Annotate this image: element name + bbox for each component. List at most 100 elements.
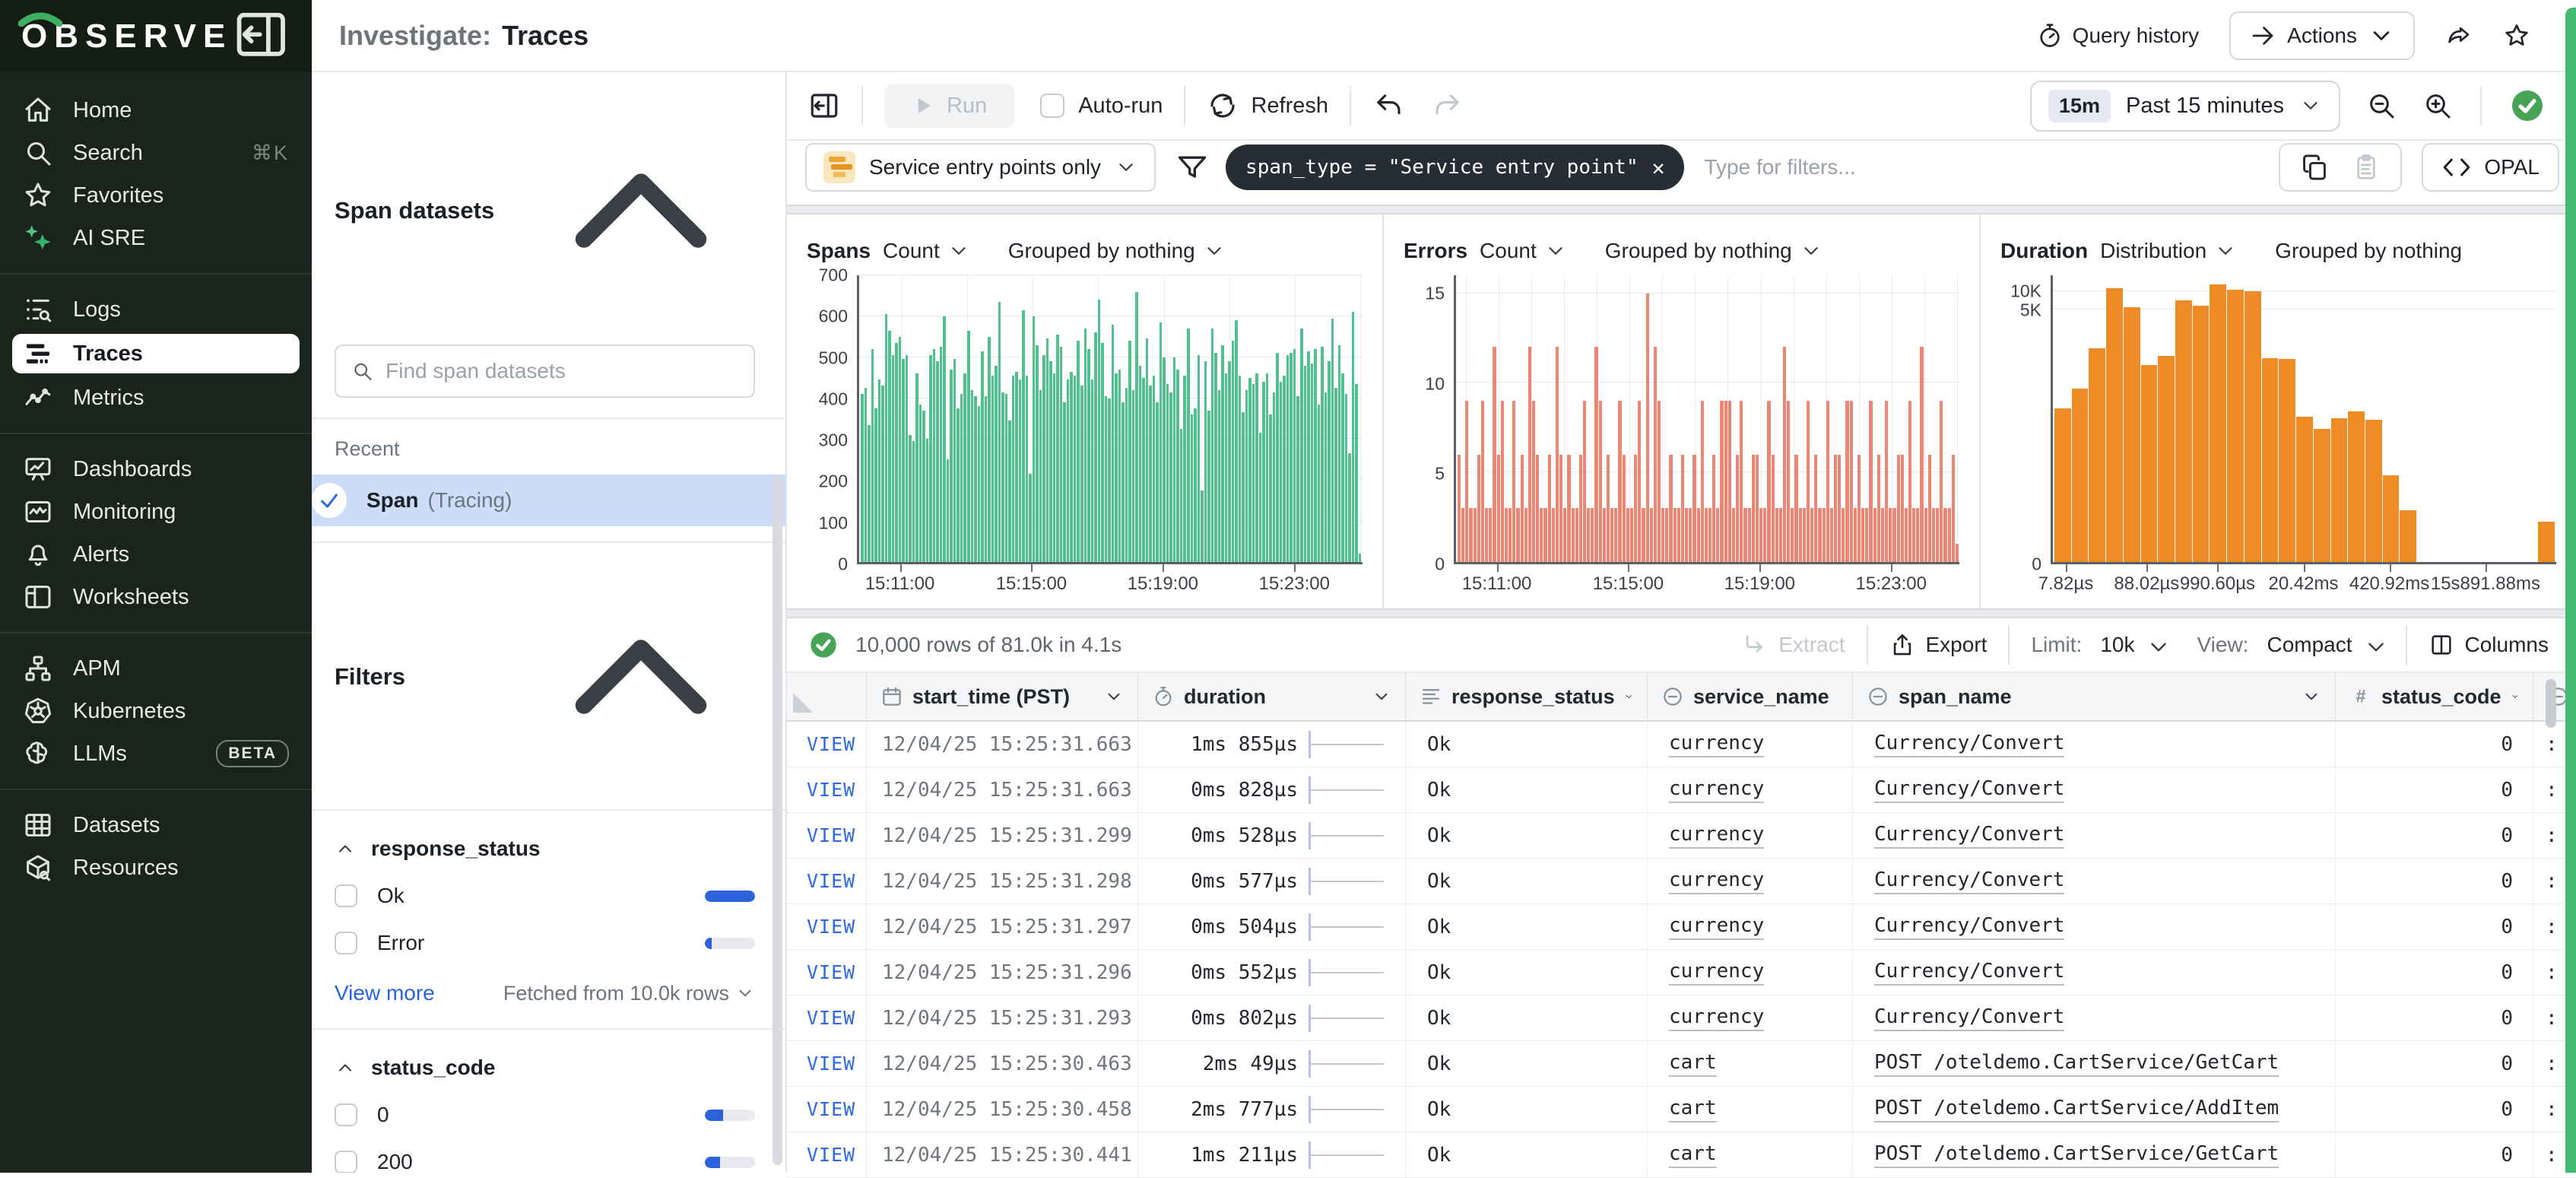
cell-span-name[interactable]: Currency/Convert [1853, 859, 2336, 903]
cell-span-name[interactable]: Currency/Convert [1853, 767, 2336, 812]
cell-service-name[interactable]: cart [1648, 1041, 1853, 1086]
limit-select[interactable]: Limit: 10k [2031, 633, 2166, 657]
chart-groupby-select[interactable]: Grouped by nothing [2275, 239, 2462, 263]
chevron-down-icon[interactable] [1372, 687, 1391, 706]
sidebar-item-worksheets[interactable]: Worksheets [0, 576, 312, 618]
actions-button[interactable]: Actions [2229, 11, 2415, 60]
sidebar-item-kubernetes[interactable]: Kubernetes [0, 690, 312, 732]
plot-area[interactable] [2051, 275, 2556, 564]
view-link[interactable]: VIEW [787, 870, 855, 892]
chevron-down-icon[interactable] [1624, 687, 1633, 706]
view-select[interactable]: View: Compact [2197, 633, 2384, 657]
column-header-start_time[interactable]: start_time (PST) [867, 673, 1138, 720]
sidebar-item-home[interactable]: Home [0, 89, 312, 132]
cell-span-name[interactable]: Currency/Convert [1853, 813, 2336, 858]
fetched-rows-label[interactable]: Fetched from 10.0k rows [503, 982, 755, 1005]
cell-service-name[interactable]: currency [1648, 904, 1853, 949]
view-link[interactable]: VIEW [787, 779, 855, 801]
chart-agg-select[interactable]: Count [1480, 239, 1567, 263]
cell-service-name[interactable]: cart [1648, 1087, 1853, 1132]
ai-assistant-strip[interactable] [2565, 8, 2576, 1173]
view-link[interactable]: VIEW [787, 961, 855, 983]
cell-span-name[interactable]: POST /oteldemo.CartService/AddItem [1853, 1087, 2336, 1132]
zoom-out-icon[interactable] [2366, 90, 2397, 121]
column-header-status_code[interactable]: # status_code [2336, 673, 2533, 720]
share-icon[interactable] [2445, 22, 2473, 49]
sidebar-item-logs[interactable]: Logs [0, 288, 312, 331]
chevron-down-icon[interactable] [2511, 687, 2519, 706]
column-header-span_name[interactable]: span_name [1853, 673, 2336, 720]
cell-span-name[interactable]: Currency/Convert [1853, 995, 2336, 1040]
cell-service-name[interactable]: currency [1648, 813, 1853, 858]
cell-span-name[interactable]: Currency/Convert [1853, 722, 2336, 767]
cell-service-name[interactable]: cart [1648, 1132, 1853, 1177]
auto-run-toggle[interactable]: Auto-run [1040, 94, 1163, 119]
sidebar-item-alerts[interactable]: Alerts [0, 533, 312, 576]
chevron-down-icon[interactable] [2302, 687, 2321, 706]
export-button[interactable]: Export [1889, 632, 1988, 658]
horizontal-splitter[interactable] [787, 205, 2576, 214]
chart-agg-select[interactable]: Distribution [2100, 239, 2237, 263]
table-corner[interactable] [787, 673, 867, 720]
sidebar-item-traces[interactable]: Traces [12, 334, 300, 373]
sidebar-item-dashboards[interactable]: Dashboards [0, 448, 312, 491]
sidebar-item-ai-sre[interactable]: AI SRE [0, 217, 312, 259]
cell-service-name[interactable]: currency [1648, 767, 1853, 812]
checkbox[interactable] [335, 932, 357, 954]
cell-service-name[interactable]: currency [1648, 859, 1853, 903]
view-link[interactable]: VIEW [787, 824, 855, 846]
filter-group-header[interactable]: response_status [335, 837, 755, 861]
checkbox[interactable] [335, 1103, 357, 1126]
remove-filter-icon[interactable]: ✕ [1652, 155, 1665, 180]
view-link[interactable]: VIEW [787, 1007, 855, 1029]
panel-scrollbar[interactable] [772, 475, 782, 1165]
filter-chip-span-type[interactable]: span_type = "Service entry point" ✕ [1226, 144, 1684, 190]
collapse-section-icon[interactable] [527, 97, 755, 325]
collapse-panel-icon[interactable] [808, 90, 840, 122]
sidebar-item-datasets[interactable]: Datasets [0, 804, 312, 846]
auto-run-checkbox[interactable] [1040, 94, 1064, 118]
plot-area[interactable] [857, 275, 1363, 564]
cell-service-name[interactable]: currency [1648, 995, 1853, 1040]
view-link[interactable]: VIEW [787, 1053, 855, 1075]
sidebar-item-metrics[interactable]: Metrics [0, 376, 312, 419]
chart-groupby-select[interactable]: Grouped by nothing [1008, 239, 1226, 263]
run-button[interactable]: Run [884, 84, 1014, 128]
collapse-filters-icon[interactable] [527, 563, 755, 791]
view-link[interactable]: VIEW [787, 916, 855, 938]
filter-input[interactable]: Type for filters... [1704, 155, 2279, 179]
sidebar-item-search[interactable]: Search⌘K [0, 132, 312, 174]
query-history-button[interactable]: Query history [2036, 22, 2200, 49]
cell-span-name[interactable]: Currency/Convert [1853, 950, 2336, 995]
find-span-datasets-search[interactable] [335, 345, 755, 398]
column-header-duration[interactable]: duration [1138, 673, 1406, 720]
zoom-in-icon[interactable] [2422, 90, 2453, 121]
cell-span-name[interactable]: Currency/Convert [1853, 904, 2336, 949]
sidebar-item-favorites[interactable]: Favorites [0, 174, 312, 217]
undo-icon[interactable] [1372, 90, 1404, 122]
view-more-link[interactable]: View more [335, 981, 435, 1005]
columns-button[interactable]: Columns [2428, 632, 2549, 658]
column-header-service_name[interactable]: service_name [1648, 673, 1853, 720]
view-link[interactable]: VIEW [787, 733, 855, 755]
favorite-star-icon[interactable] [2503, 22, 2530, 49]
table-scrollbar[interactable] [2546, 679, 2556, 728]
column-header-response_status[interactable]: response_status [1406, 673, 1648, 720]
sidebar-item-resources[interactable]: Resources [0, 846, 312, 889]
view-link[interactable]: VIEW [787, 1144, 855, 1166]
cell-span-name[interactable]: POST /oteldemo.CartService/GetCart [1853, 1041, 2336, 1086]
span-filter-select[interactable]: Service entry points only [805, 143, 1156, 192]
chart-groupby-select[interactable]: Grouped by nothing [1605, 239, 1823, 263]
plot-area[interactable] [1454, 275, 1959, 564]
horizontal-splitter[interactable] [787, 608, 2576, 618]
opal-toggle-button[interactable]: OPAL [2422, 143, 2559, 192]
cell-service-name[interactable]: currency [1648, 722, 1853, 767]
time-range-picker[interactable]: 15m Past 15 minutes [2030, 81, 2340, 132]
cell-span-name[interactable]: POST /oteldemo.CartService/GetCart [1853, 1132, 2336, 1177]
dataset-item-span[interactable]: Span (Tracing) [312, 475, 787, 526]
chart-agg-select[interactable]: Count [883, 239, 970, 263]
sidebar-collapse-icon[interactable] [232, 5, 290, 68]
search-input[interactable] [385, 359, 738, 383]
sidebar-item-apm[interactable]: APM [0, 647, 312, 690]
